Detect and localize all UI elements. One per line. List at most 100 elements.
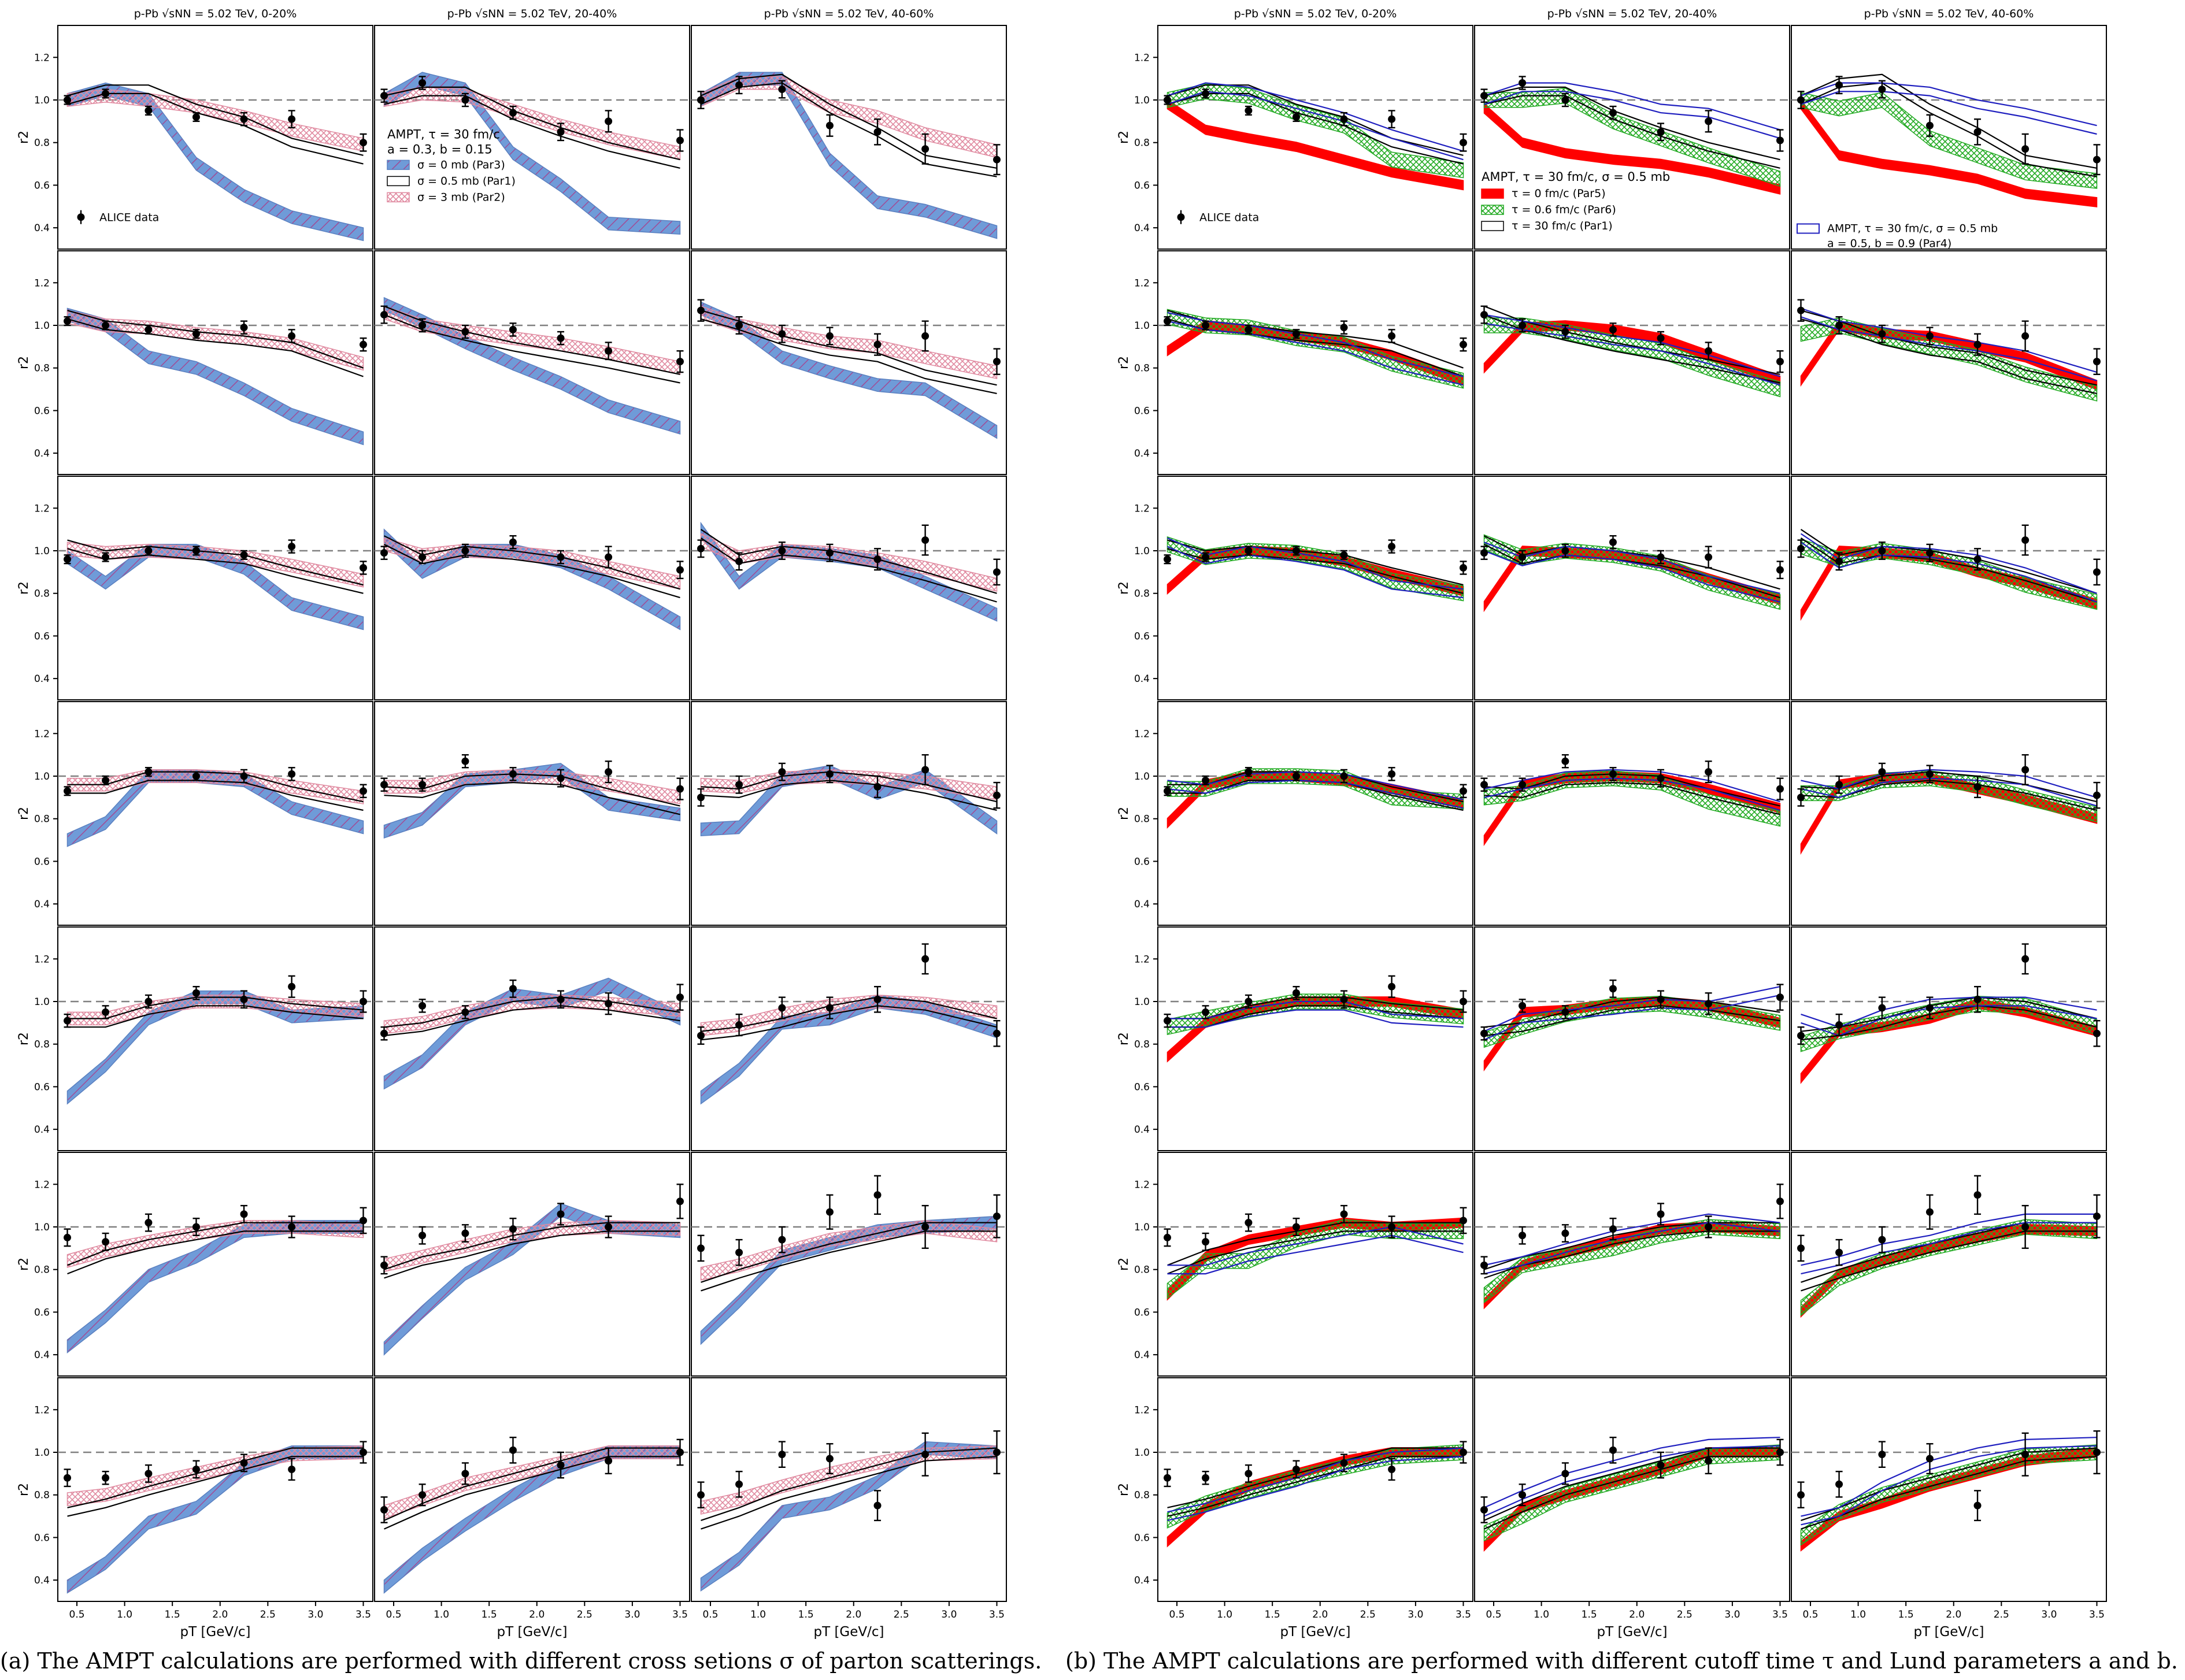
alice-data-point: [778, 547, 786, 555]
alice-data-point: [676, 136, 684, 144]
alice-data-point: [288, 1223, 296, 1231]
column-title: p-Pb √sNN = 5.02 TeV, 0-20%: [134, 8, 297, 20]
alice-data-point: [1459, 1448, 1467, 1456]
alice-data-point: [240, 995, 248, 1003]
alice-data-point: [735, 1021, 743, 1029]
alice-data-point: [192, 1465, 200, 1473]
alice-data-point: [1388, 770, 1396, 778]
alice-data-point: [509, 325, 517, 333]
alice-data-point: [1292, 547, 1300, 555]
alice-data-point: [992, 155, 1001, 164]
alice-data-point: [1797, 1244, 1805, 1252]
x-tick-label: 2.0: [1312, 1609, 1328, 1620]
alice-data-point: [1202, 90, 1210, 98]
legend-b-entry: τ = 0.6 fm/c (Par6): [1512, 203, 1616, 216]
par6-band: [1483, 996, 1781, 1048]
alice-data-point: [1459, 340, 1467, 348]
panel-b-r1-c3: p-Pb √sNN = 5.02 TeV, 40-60%: [1791, 8, 2107, 250]
alice-data-point: [557, 774, 565, 782]
alice-data-point: [825, 332, 834, 340]
alice-data-point: [676, 566, 684, 574]
alice-data-point: [1561, 96, 1569, 104]
x-tick-label: 0.5: [69, 1609, 85, 1620]
x-tick-label: 1.0: [750, 1609, 766, 1620]
alice-data-point: [192, 330, 200, 338]
alice-data-point: [1705, 1000, 1713, 1008]
x-tick-label: 3.0: [1408, 1609, 1423, 1620]
alice-data-point: [1561, 1470, 1569, 1478]
alice-data-point: [2021, 536, 2030, 544]
alice-data-point: [1292, 113, 1300, 121]
par1-line-lower: [384, 781, 680, 815]
y-tick-label: 0.4: [34, 673, 50, 685]
y-tick-label: 0.6: [1134, 631, 1150, 642]
alice-data-point: [1878, 547, 1886, 555]
x-tick-label: 0.5: [703, 1609, 719, 1620]
x-axis-label: pT [GeV/c]: [1913, 1625, 1984, 1640]
alice-data-point: [557, 334, 565, 342]
alice-data-point: [102, 90, 110, 98]
x-tick-label: 3.0: [1724, 1609, 1740, 1620]
alice-data-point: [419, 1002, 427, 1010]
panel-a-r5-c3: [691, 926, 1007, 1151]
legend-par4-params: a = 0.5, b = 0.9 (Par4): [1827, 238, 1951, 250]
y-tick-label: 0.6: [34, 180, 50, 191]
alice-data-point: [509, 1446, 517, 1454]
panel-frame: [691, 926, 1007, 1151]
panel-a-r4-c3: [691, 701, 1007, 926]
panel-a-r2-c3: [691, 250, 1007, 475]
par3-band: [66, 544, 364, 631]
alice-data-point: [240, 324, 248, 332]
panel-a-r5-c2: [374, 926, 690, 1151]
alice-data-point: [1835, 1248, 1843, 1256]
y-tick-label: 1.0: [34, 95, 50, 106]
panel-a-r2-c1: 0.4 0.6 0.8 1.0 1.2 r2: [17, 250, 373, 475]
alice-data-point: [1835, 81, 1843, 89]
alice-data-point: [192, 989, 200, 997]
panel-b-r6-c2: [1474, 1152, 1790, 1377]
y-tick-label: 0.4: [1134, 448, 1150, 459]
y-tick-label: 0.8: [1134, 1039, 1150, 1051]
y-tick-label: 1.2: [34, 728, 50, 740]
y-tick-label: 0.4: [34, 222, 50, 234]
x-tick-label: 3.5: [989, 1609, 1005, 1620]
par6-band: [1800, 317, 2098, 402]
par1-line-lower: [1484, 781, 1780, 815]
y-axis-label: r2: [17, 131, 31, 144]
alice-data-point: [1609, 1225, 1617, 1233]
alice-data-point: [1878, 768, 1886, 776]
alice-data-point: [1878, 86, 1886, 94]
y-tick-label: 0.4: [34, 1124, 50, 1136]
y-tick-label: 1.0: [1134, 996, 1150, 1008]
y-tick-label: 0.6: [1134, 180, 1150, 191]
alice-data-point: [697, 793, 705, 802]
alice-data-point: [1480, 92, 1488, 100]
alice-data-point: [992, 791, 1001, 799]
x-axis-label: pT [GeV/c]: [180, 1625, 250, 1640]
alice-data-point: [676, 785, 684, 793]
alice-data-point: [64, 1233, 72, 1241]
y-tick-label: 0.4: [1134, 1349, 1150, 1361]
alice-data-point: [102, 1238, 110, 1246]
y-tick-label: 1.2: [1134, 52, 1150, 64]
alice-data-point: [1776, 993, 1784, 1002]
column-title: p-Pb √sNN = 5.02 TeV, 40-60%: [1864, 8, 2034, 20]
par1-line-lower: [67, 1005, 364, 1028]
y-tick-label: 0.4: [34, 448, 50, 459]
alice-data-point: [557, 1210, 565, 1218]
y-axis-label: r2: [1117, 1258, 1131, 1271]
alice-data-point: [359, 340, 367, 348]
alice-data-point: [825, 121, 834, 129]
y-tick-label: 0.6: [34, 856, 50, 867]
y-tick-label: 0.8: [1134, 1490, 1150, 1501]
x-tick-label: 3.5: [355, 1609, 371, 1620]
y-tick-label: 1.2: [1134, 1179, 1150, 1191]
alice-data-point: [1973, 1501, 1982, 1510]
panel-frame: [57, 926, 373, 1151]
y-tick-label: 0.8: [1134, 814, 1150, 825]
alice-data-point: [605, 1223, 613, 1231]
y-tick-label: 0.6: [34, 1081, 50, 1093]
alice-data-point: [64, 317, 72, 325]
alice-data-point: [1340, 1459, 1348, 1467]
